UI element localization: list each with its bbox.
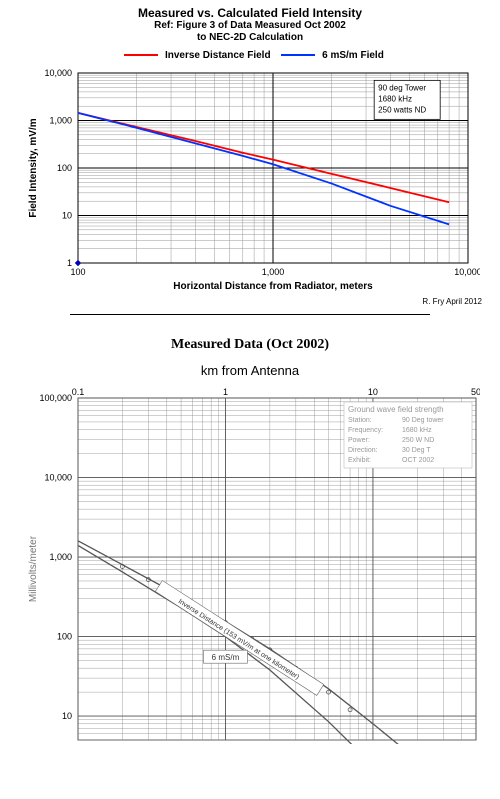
chart1-subtitle2: to NEC-2D Calculation [0, 32, 500, 44]
separator [70, 314, 430, 315]
chart1-plot: 100 1,000 10,000 1 10 100 1,000 10,000 Horizonta… [20, 65, 480, 295]
svg-text:10,000: 10,000 [454, 267, 480, 277]
chart1-svg: 100 1,000 10,000 1 10 100 1,000 10,000 Horizonta… [20, 65, 480, 295]
svg-text:Frequency:: Frequency: [348, 427, 383, 434]
svg-text:100: 100 [57, 632, 72, 642]
svg-text:Field Intensity, mV/m: Field Intensity, mV/m [28, 118, 39, 217]
svg-text:Millivolts/meter: Millivolts/meter [28, 535, 39, 602]
svg-text:OCT 2002: OCT 2002 [402, 457, 434, 464]
svg-text:6 mS/m: 6 mS/m [212, 653, 240, 662]
chart2-svg: 0.1 1 10 50 10 100 1,000 10,000 100,000 Millivolt… [20, 384, 480, 744]
chart1-title: Measured vs. Calculated Field Intensity [0, 6, 500, 20]
chart2-plot: 0.1 1 10 50 10 100 1,000 10,000 100,000 Millivolt… [20, 384, 480, 744]
svg-text:1: 1 [67, 258, 72, 268]
chart1-subtitle1: Ref: Figure 3 of Data Measured Oct 2002 [0, 20, 500, 32]
svg-text:Direction:: Direction: [348, 447, 378, 454]
svg-text:Horizontal Distance from Radia: Horizontal Distance from Radiator, meter… [173, 281, 373, 292]
svg-text:10: 10 [368, 387, 378, 397]
svg-text:Ground wave field strength: Ground wave field strength [348, 405, 444, 414]
page: { "chart1": { "title_main": "Measured vs… [0, 0, 500, 799]
chart2-title: Measured Data (Oct 2002) [0, 337, 500, 353]
svg-text:1,000: 1,000 [49, 116, 72, 126]
svg-text:50: 50 [471, 387, 480, 397]
svg-text:100: 100 [70, 267, 85, 277]
chart1-attribution: R. Fry April 2012 [0, 297, 500, 306]
svg-text:0.1: 0.1 [72, 387, 85, 397]
svg-text:10,000: 10,000 [44, 68, 72, 78]
svg-text:1,000: 1,000 [262, 267, 285, 277]
svg-text:Station:: Station: [348, 417, 372, 424]
svg-text:1680 kHz: 1680 kHz [402, 427, 432, 434]
svg-text:Exhibit:: Exhibit: [348, 457, 371, 464]
svg-text:1,000: 1,000 [49, 552, 72, 562]
svg-text:250 W ND: 250 W ND [402, 437, 434, 444]
svg-text:10,000: 10,000 [44, 473, 72, 483]
svg-text:250 watts ND: 250 watts ND [378, 105, 426, 114]
svg-text:Power:: Power: [348, 437, 370, 444]
svg-text:10: 10 [62, 211, 72, 221]
chart2-subtitle: km from Antenna [0, 363, 500, 378]
svg-text:90 deg Tower: 90 deg Tower [378, 83, 426, 92]
svg-text:1: 1 [223, 387, 228, 397]
legend-label-6ms: 6 mS/m Field [322, 50, 384, 61]
svg-text:100,000: 100,000 [39, 393, 72, 403]
legend-swatch-inverse [124, 54, 158, 56]
svg-text:30 Deg T: 30 Deg T [402, 447, 431, 454]
svg-text:90 Deg tower: 90 Deg tower [402, 417, 444, 424]
chart1-legend: Inverse Distance Field 6 mS/m Field [0, 50, 500, 61]
legend-swatch-6ms [281, 54, 315, 56]
svg-text:10: 10 [62, 711, 72, 721]
svg-text:1680 kHz: 1680 kHz [378, 94, 412, 103]
chart1-header: Measured vs. Calculated Field Intensity … [0, 6, 500, 44]
legend-label-inverse: Inverse Distance Field [165, 50, 271, 61]
svg-text:100: 100 [57, 163, 72, 173]
